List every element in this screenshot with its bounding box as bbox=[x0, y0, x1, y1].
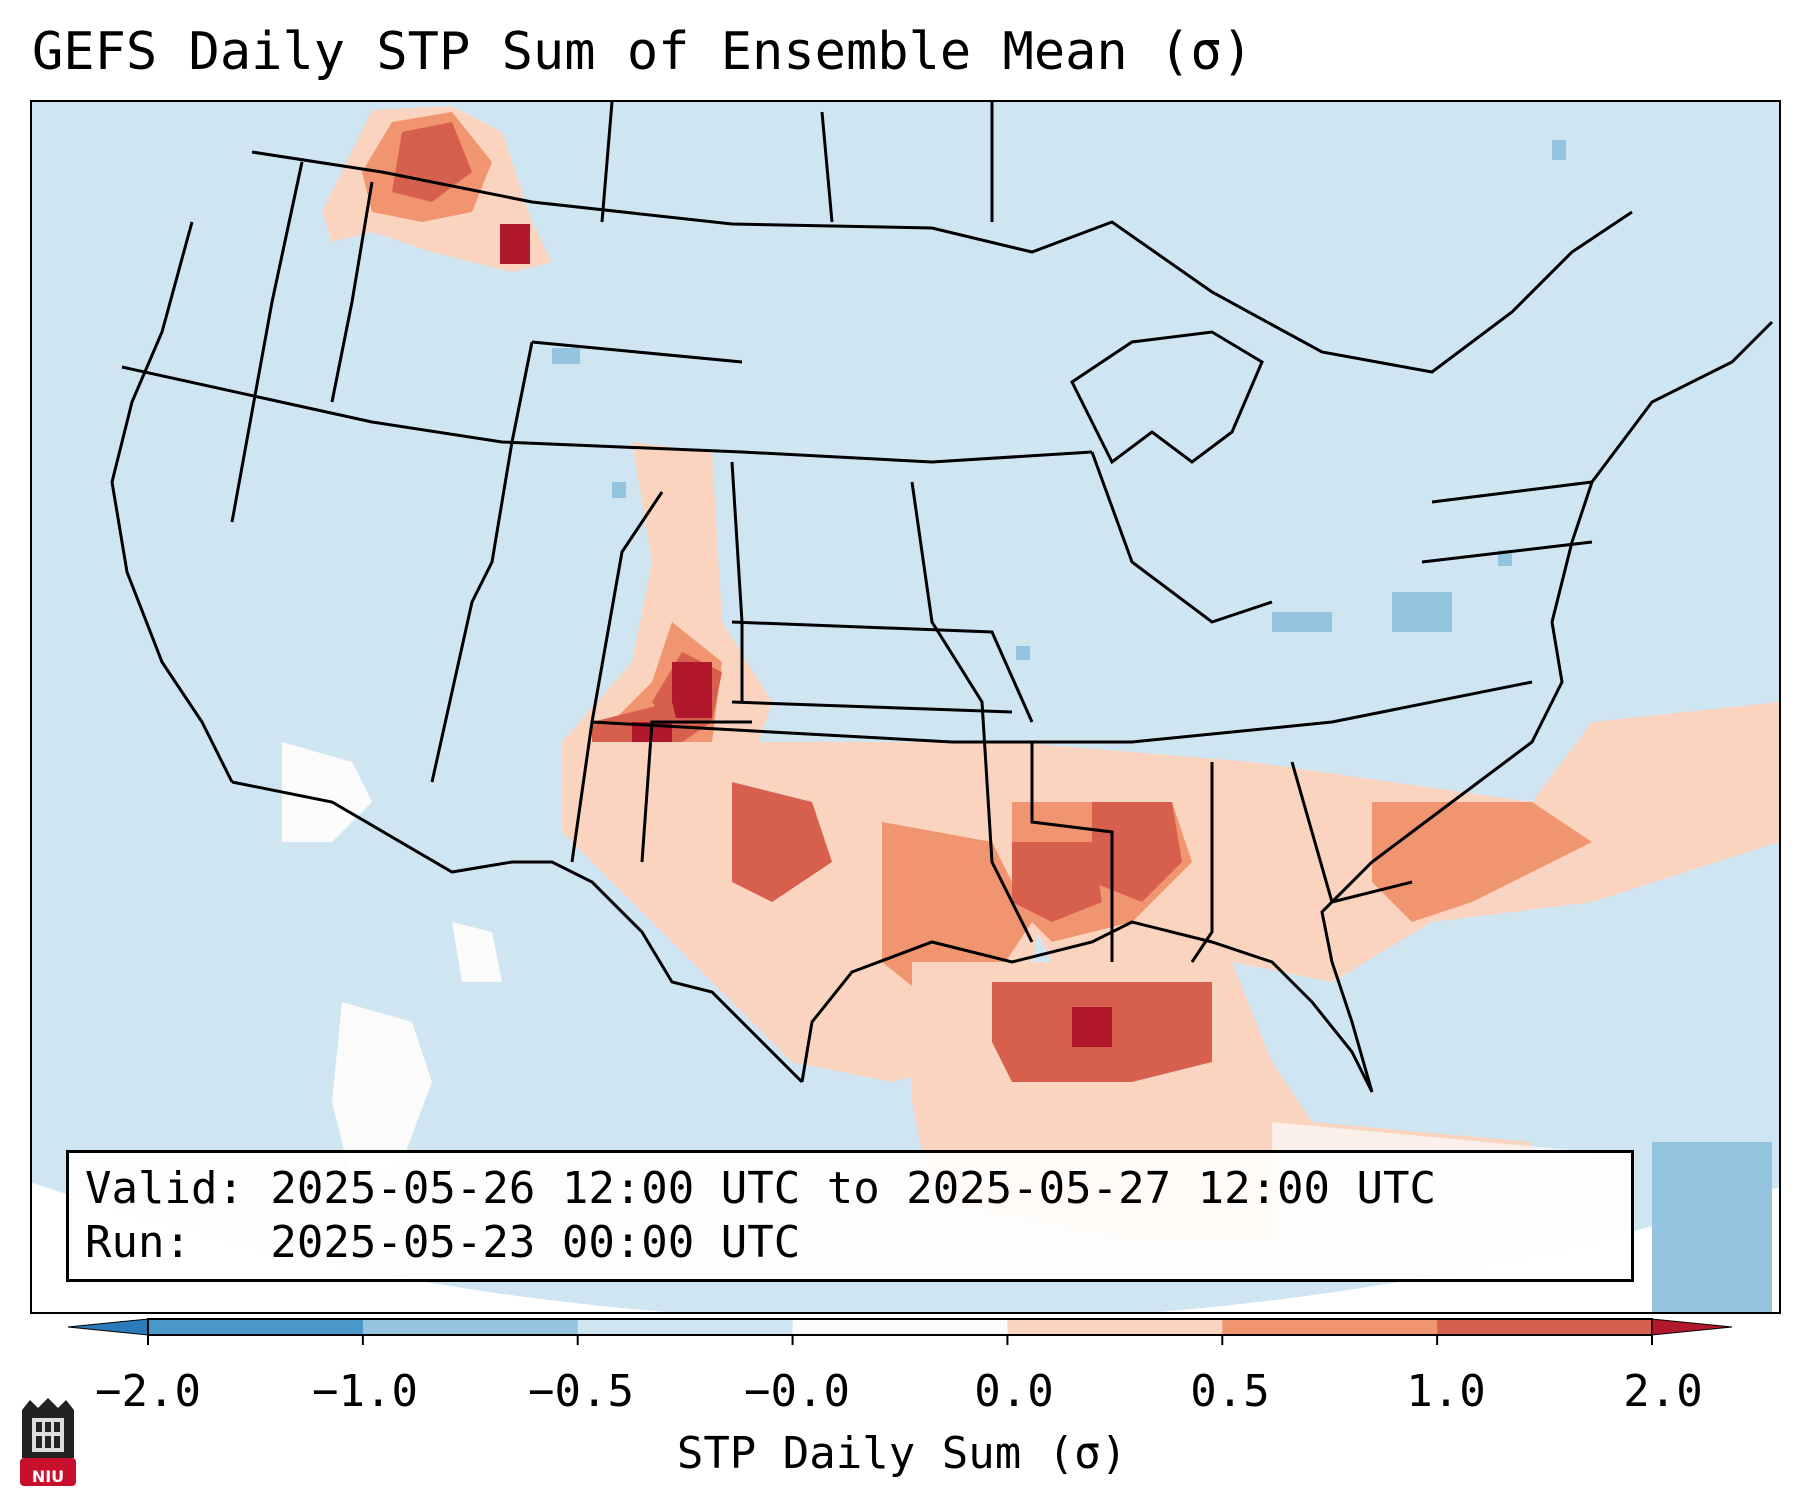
state-line bbox=[1290, 761, 1334, 903]
anomaly-cell bbox=[1652, 1142, 1772, 1312]
colorbar-bin bbox=[362, 1319, 579, 1335]
stp-anomaly-layer bbox=[282, 106, 1779, 1312]
anomaly-region bbox=[452, 922, 502, 982]
valid-time-text: Valid: 2025-05-26 12:00 UTC to 2025-05-2… bbox=[85, 1163, 1437, 1214]
state-line bbox=[1431, 480, 1593, 504]
colorbar-ticks bbox=[147, 1335, 1653, 1345]
us-mexico-border bbox=[231, 780, 804, 1084]
state-line bbox=[1190, 762, 1214, 963]
colorbar-label: STP Daily Sum (σ) bbox=[676, 1428, 1128, 1479]
state-line bbox=[531, 340, 743, 364]
tick-label: −0.0 bbox=[744, 1366, 850, 1417]
us-canada-border bbox=[251, 150, 1633, 374]
tick-label: −1.0 bbox=[312, 1366, 418, 1417]
anomaly-cell bbox=[1016, 646, 1030, 660]
anomaly-region bbox=[392, 122, 472, 202]
state-line bbox=[640, 720, 752, 863]
colorbar-bin bbox=[1437, 1319, 1653, 1335]
anomaly-region bbox=[1372, 802, 1592, 922]
tick-label: 2.0 bbox=[1623, 1366, 1703, 1417]
colorbar-bin bbox=[1007, 1319, 1223, 1335]
state-line bbox=[230, 161, 304, 523]
anomaly-region bbox=[732, 782, 832, 902]
niu-logo-text: NIU bbox=[31, 1467, 65, 1486]
state-line bbox=[910, 481, 1034, 943]
map-title: GEFS Daily STP Sum of Ensemble Mean (σ) bbox=[32, 22, 1253, 82]
state-line bbox=[731, 700, 1013, 714]
state-line bbox=[510, 341, 534, 443]
tick-label: 0.5 bbox=[1190, 1366, 1270, 1417]
colorbar-bin bbox=[1222, 1319, 1438, 1335]
tick-label: −2.0 bbox=[95, 1366, 201, 1417]
anomaly-cell bbox=[1392, 592, 1452, 632]
tick-label: 1.0 bbox=[1406, 1366, 1486, 1417]
anomaly-cell bbox=[552, 348, 580, 364]
great-lakes-outline bbox=[1070, 330, 1264, 465]
state-line bbox=[121, 365, 1093, 464]
run-time-text: Run: 2025-05-23 00:00 UTC bbox=[85, 1217, 801, 1268]
tick-label: 0.0 bbox=[974, 1366, 1054, 1417]
anomaly-cell bbox=[672, 662, 712, 718]
valid-run-info-box: Valid: 2025-05-26 12:00 UTC to 2025-05-2… bbox=[66, 1150, 1634, 1282]
state-line bbox=[1090, 451, 1273, 624]
state-line bbox=[570, 491, 664, 863]
east-coast bbox=[1320, 320, 1774, 1093]
state-line bbox=[1030, 742, 1114, 962]
colorbar-extend-max bbox=[1651, 1318, 1733, 1336]
anomaly-cell bbox=[1552, 140, 1566, 160]
state-line bbox=[330, 181, 374, 403]
map-panel bbox=[30, 100, 1781, 1314]
colorbar-bins bbox=[147, 1318, 1653, 1336]
niu-logo-icon: NIU bbox=[18, 1396, 78, 1488]
state-line bbox=[430, 441, 514, 783]
anomaly-region bbox=[332, 1002, 432, 1182]
anomaly-cell bbox=[1072, 1007, 1112, 1047]
anomaly-cell bbox=[612, 482, 626, 498]
colorbar-extend-min bbox=[67, 1318, 149, 1336]
state-line bbox=[731, 620, 1034, 723]
colorbar-bin bbox=[148, 1319, 364, 1335]
anomaly-cell bbox=[500, 224, 530, 264]
tick-label: −0.5 bbox=[528, 1366, 634, 1417]
anomaly-region bbox=[1092, 802, 1182, 902]
anomaly-cell bbox=[1272, 612, 1332, 632]
map-borders bbox=[110, 102, 1774, 1093]
state-line bbox=[591, 680, 1533, 744]
west-coast bbox=[110, 221, 234, 783]
colorbar-bin bbox=[792, 1319, 1008, 1335]
state-line bbox=[600, 102, 614, 223]
state-line bbox=[1421, 540, 1593, 564]
anomaly-region bbox=[1012, 842, 1102, 922]
map-canvas bbox=[32, 102, 1779, 1312]
state-line bbox=[1331, 880, 1413, 904]
colorbar-bin bbox=[577, 1319, 794, 1335]
state-line bbox=[820, 111, 834, 223]
anomaly-region bbox=[282, 742, 372, 842]
colorbar bbox=[67, 1318, 1733, 1345]
